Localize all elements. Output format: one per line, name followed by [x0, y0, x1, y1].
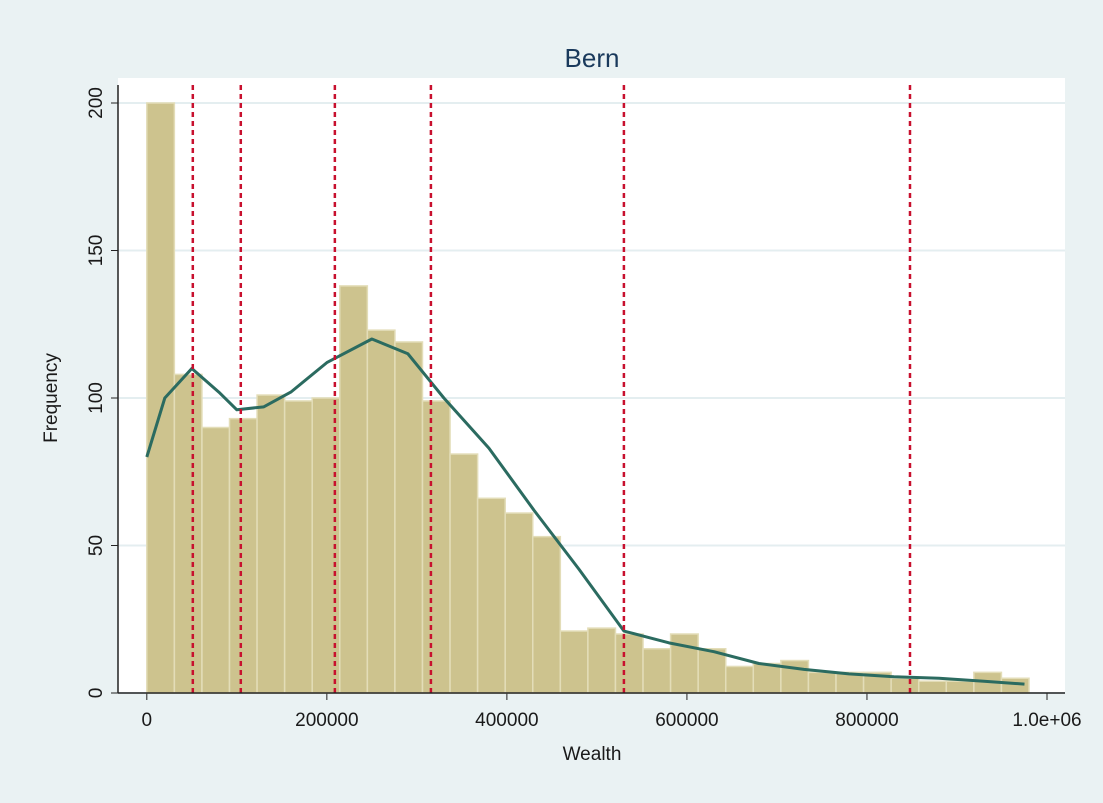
bar: [1000, 677, 1030, 694]
x-tick-label: 200000: [295, 710, 358, 731]
bar: [256, 394, 286, 694]
y-tick-label: 150: [86, 235, 107, 267]
x-tick-label: 600000: [655, 710, 718, 731]
bar: [394, 341, 424, 694]
bar: [724, 665, 755, 694]
bar: [228, 417, 258, 694]
bar: [366, 329, 396, 694]
density-line: [145, 337, 1025, 686]
x-tick-label: 0: [142, 710, 153, 731]
y-tick-label: 0: [86, 688, 107, 699]
y-tick-label: 200: [86, 87, 107, 119]
bar: [173, 373, 203, 694]
bar: [587, 627, 617, 694]
bar: [146, 102, 176, 694]
bar: [890, 677, 920, 694]
bar: [752, 662, 782, 694]
bar: [504, 512, 534, 694]
bar: [449, 453, 479, 694]
bar: [283, 400, 313, 694]
bar: [559, 630, 589, 694]
bar: [421, 400, 451, 694]
x-tick-label: 1.0e+06: [1012, 710, 1081, 731]
bar: [945, 680, 975, 694]
chart-title: Bern: [565, 43, 620, 73]
y-axis-label: Frequency: [41, 353, 62, 443]
y-tick-label: 100: [86, 382, 107, 414]
bar: [807, 671, 837, 694]
bar: [697, 648, 727, 694]
bar: [917, 680, 948, 694]
bar: [614, 633, 644, 694]
bar: [642, 648, 672, 694]
bar: [201, 426, 231, 694]
x-axis-label: Wealth: [563, 744, 622, 765]
x-tick-label: 400000: [475, 710, 538, 731]
bar: [532, 535, 562, 694]
bar: [476, 497, 506, 694]
y-tick-label: 50: [86, 535, 107, 556]
x-tick-label: 800000: [835, 710, 898, 731]
